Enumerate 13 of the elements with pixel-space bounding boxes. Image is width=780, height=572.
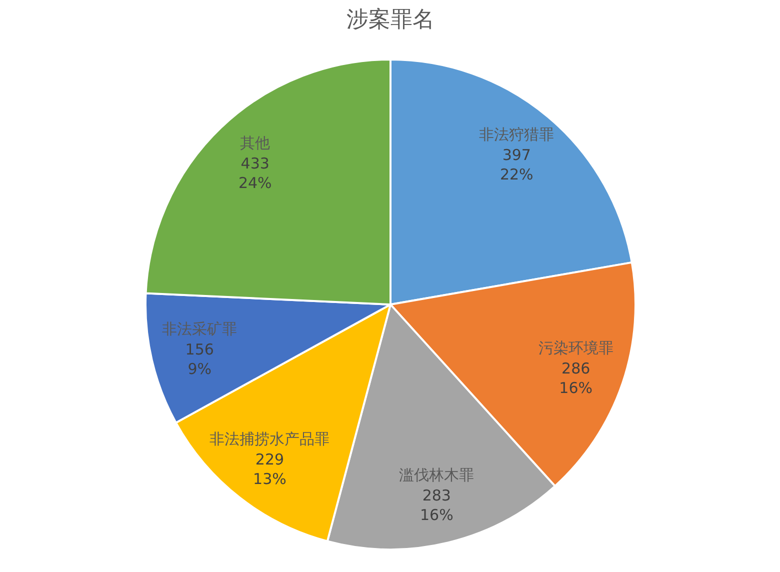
slice-label: 非法狩猎罪 [479, 125, 554, 144]
data-label: 229 13% [253, 450, 286, 488]
slice-label: 非法捕捞水产品罪 [210, 430, 330, 448]
chart-title: 涉案罪名 [346, 8, 434, 32]
data-label: 286 16% [559, 360, 593, 398]
slice-label: 非法采矿罪 [162, 320, 238, 338]
slice-label: 其他 [240, 134, 270, 152]
slice-label: 污染环境罪 [538, 339, 614, 358]
data-label: 283 16% [420, 486, 454, 524]
data-label: 397 22% [500, 146, 534, 184]
slice-label: 滥伐林木罪 [399, 466, 474, 484]
data-label: 156 9% [185, 340, 214, 378]
data-label: 433 24% [238, 154, 272, 192]
